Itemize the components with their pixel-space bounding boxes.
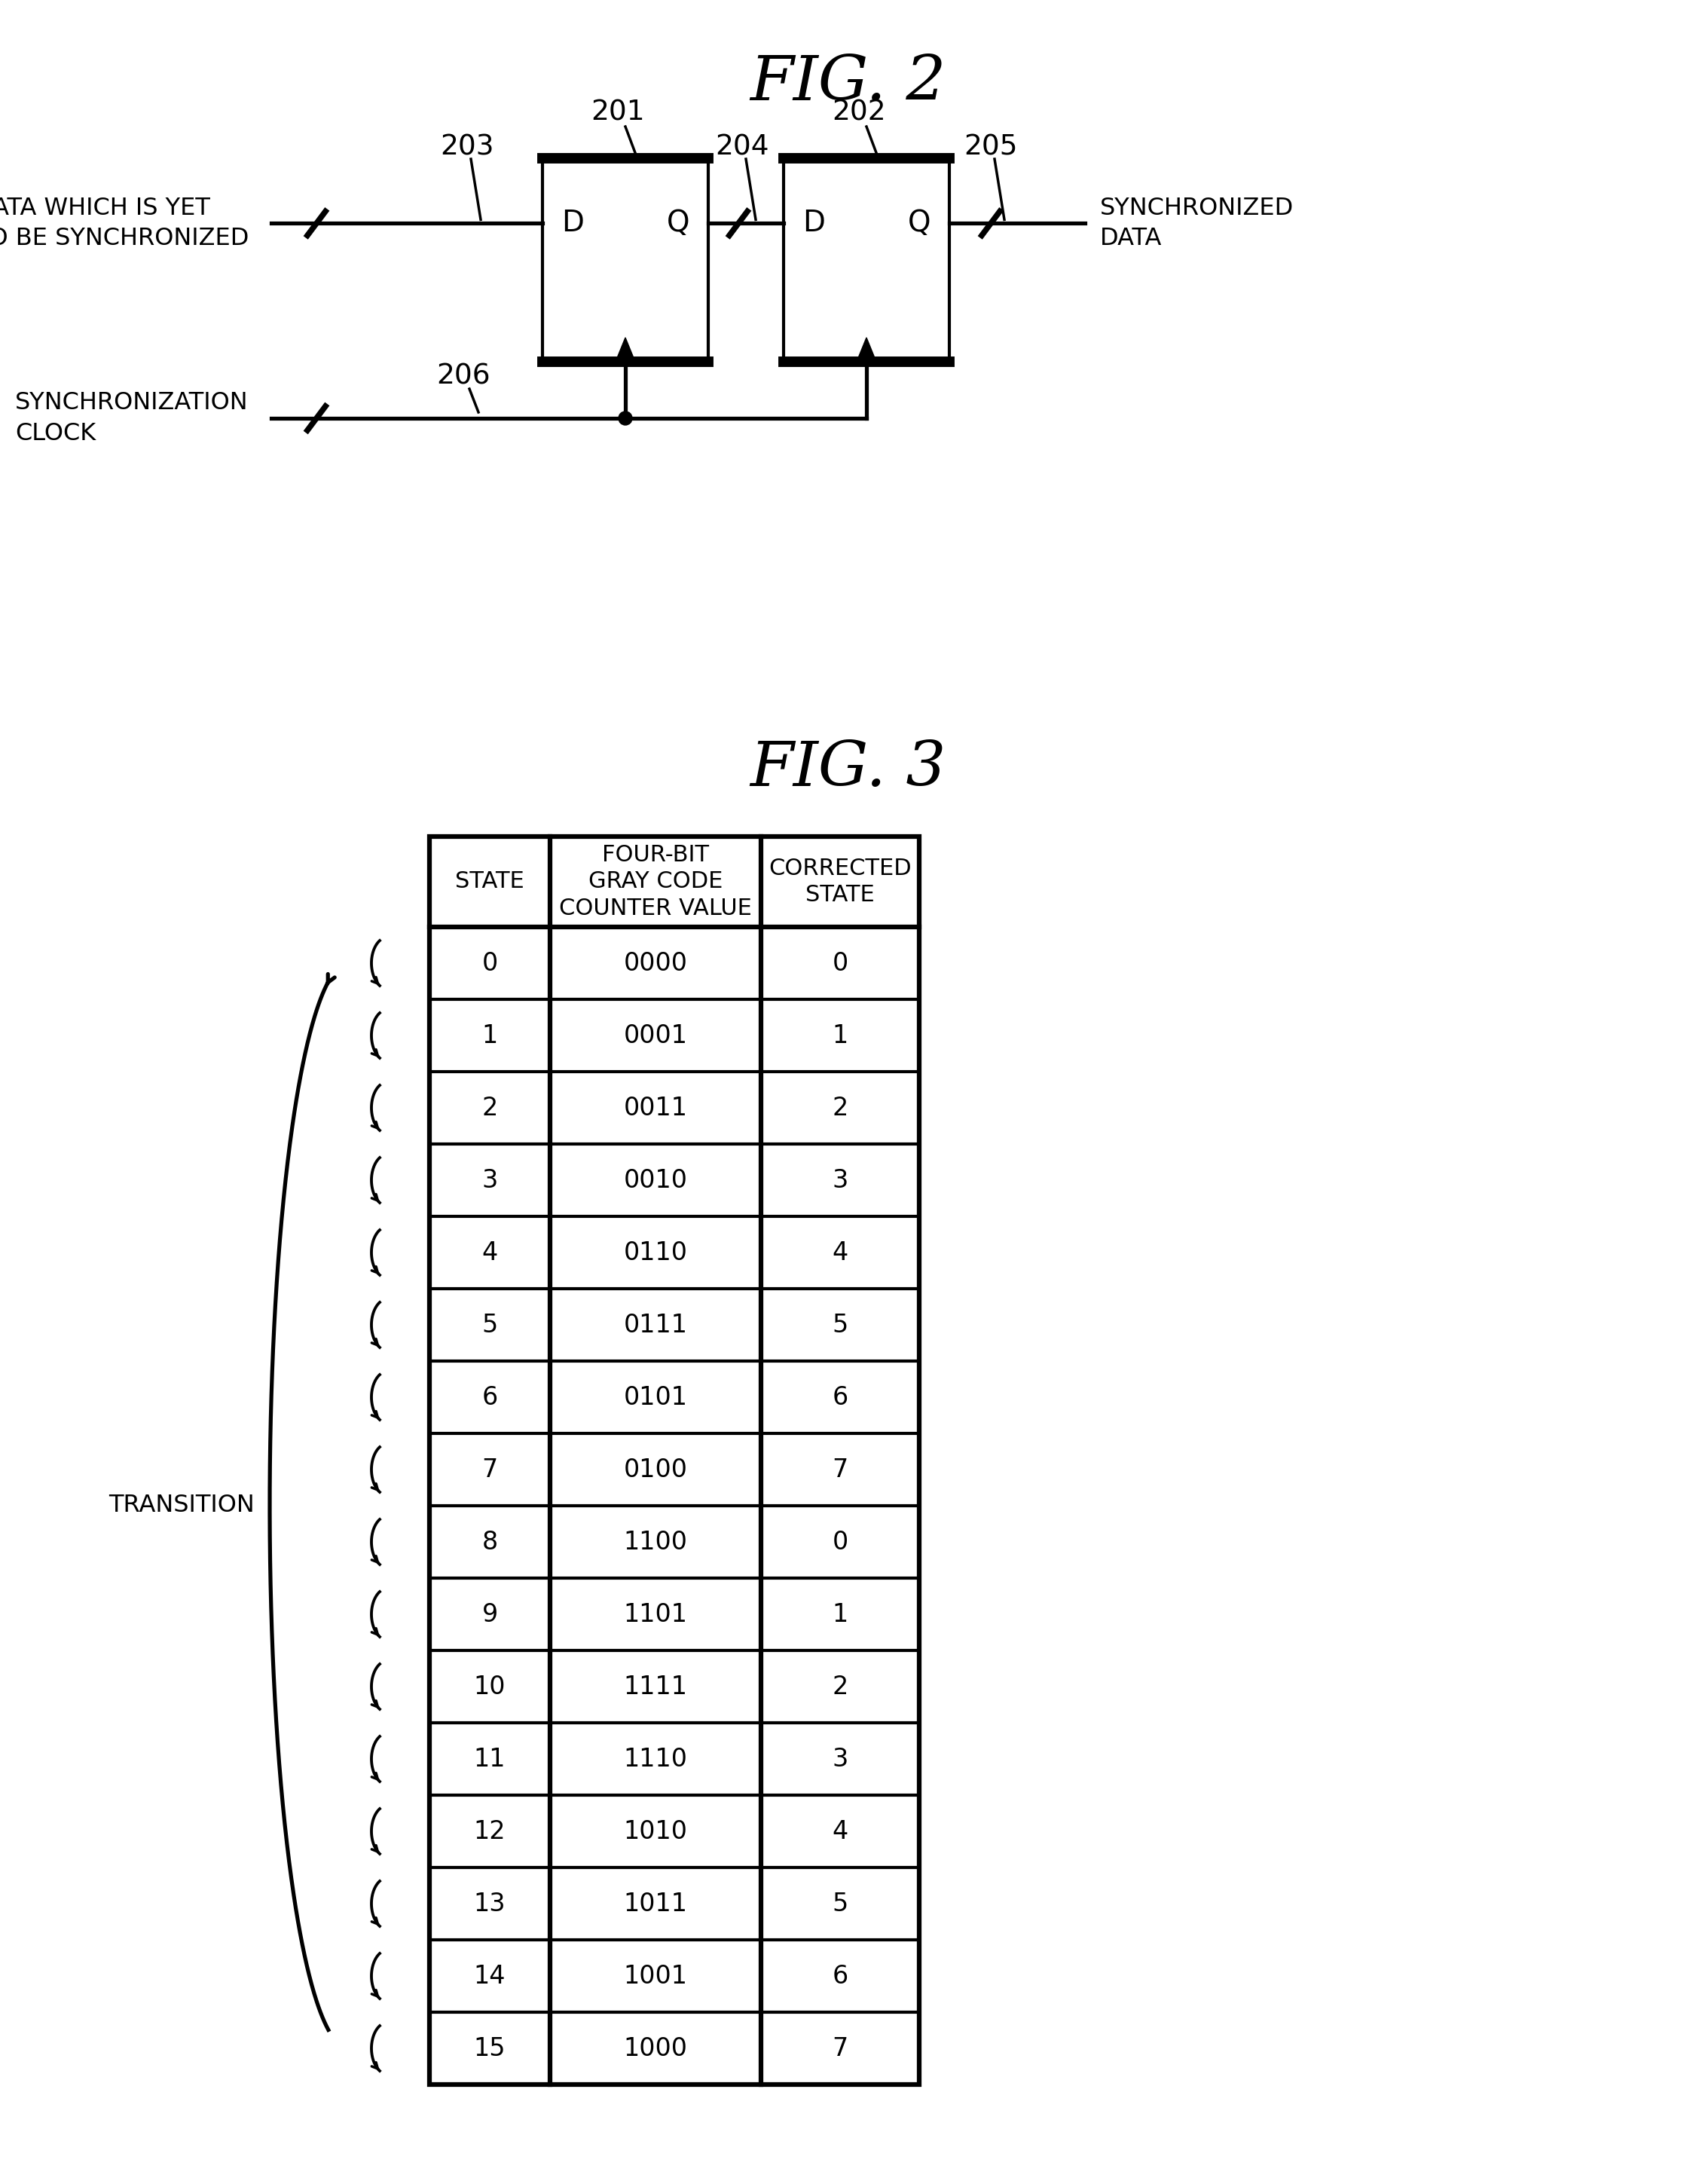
Bar	[784, 157, 950, 363]
Text: 5: 5	[833, 1313, 848, 1337]
Text: 201: 201	[590, 100, 644, 127]
Text: 12: 12	[473, 1819, 505, 1843]
Text: Q: Q	[667, 210, 690, 238]
Text: 0010: 0010	[624, 1168, 687, 1192]
Text: 0110: 0110	[624, 1241, 687, 1265]
Text: D: D	[561, 210, 583, 238]
Text: 10: 10	[473, 1675, 505, 1699]
Text: 14: 14	[473, 1963, 505, 1987]
Text: 0101: 0101	[624, 1385, 687, 1409]
Polygon shape	[856, 339, 877, 363]
Text: 13: 13	[473, 1891, 505, 1915]
Text: 0011: 0011	[624, 1096, 687, 1120]
Text: 0100: 0100	[624, 1457, 687, 1483]
Text: 7: 7	[833, 1457, 848, 1483]
Text: 2: 2	[482, 1096, 499, 1120]
Text: 1011: 1011	[624, 1891, 687, 1915]
Text: 0001: 0001	[624, 1022, 687, 1048]
Text: 0: 0	[833, 950, 848, 976]
Text: SYNCHRONIZATION
CLOCK: SYNCHRONIZATION CLOCK	[15, 391, 249, 446]
Text: 0000: 0000	[624, 950, 687, 976]
Text: 2: 2	[833, 1675, 848, 1699]
Text: 204: 204	[716, 133, 768, 159]
Bar	[429, 836, 919, 2084]
Text: FIG. 2: FIG. 2	[750, 52, 946, 114]
Text: TRANSITION: TRANSITION	[109, 1494, 254, 1518]
Polygon shape	[616, 339, 636, 363]
Text: 206: 206	[436, 363, 490, 391]
Text: STATE: STATE	[455, 871, 524, 893]
Text: 3: 3	[482, 1168, 497, 1192]
Text: 4: 4	[833, 1241, 848, 1265]
Text: 4: 4	[482, 1241, 497, 1265]
Text: 3: 3	[833, 1168, 848, 1192]
Text: 202: 202	[833, 100, 885, 127]
Text: 15: 15	[473, 2035, 505, 2062]
Text: 203: 203	[441, 133, 494, 159]
Text: 3: 3	[833, 1747, 848, 1771]
Text: 8: 8	[482, 1529, 497, 1555]
Text: CORRECTED
STATE: CORRECTED STATE	[768, 858, 911, 906]
Text: 1: 1	[833, 1601, 848, 1627]
Text: 0111: 0111	[624, 1313, 687, 1337]
Text: 1110: 1110	[624, 1747, 687, 1771]
Text: 1010: 1010	[624, 1819, 687, 1843]
Text: 6: 6	[833, 1963, 848, 1987]
Text: 6: 6	[482, 1385, 497, 1409]
Text: 0: 0	[482, 950, 497, 976]
Circle shape	[619, 411, 633, 426]
Text: 4: 4	[833, 1819, 848, 1843]
Text: 5: 5	[833, 1891, 848, 1915]
Text: 11: 11	[473, 1747, 505, 1771]
Bar	[543, 157, 709, 363]
Text: 1: 1	[482, 1022, 497, 1048]
Text: DATA WHICH IS YET
TO BE SYNCHRONIZED: DATA WHICH IS YET TO BE SYNCHRONIZED	[0, 197, 249, 251]
Text: 1000: 1000	[624, 2035, 687, 2062]
Text: 1111: 1111	[624, 1675, 687, 1699]
Text: Q: Q	[907, 210, 931, 238]
Text: 6: 6	[833, 1385, 848, 1409]
Text: 1: 1	[833, 1022, 848, 1048]
Text: FIG. 3: FIG. 3	[750, 738, 946, 799]
Text: 1101: 1101	[624, 1601, 687, 1627]
Text: FOUR-BIT
GRAY CODE
COUNTER VALUE: FOUR-BIT GRAY CODE COUNTER VALUE	[560, 843, 751, 919]
Text: 205: 205	[963, 133, 1018, 159]
Text: 9: 9	[482, 1601, 497, 1627]
Text: 2: 2	[833, 1096, 848, 1120]
Text: D: D	[802, 210, 824, 238]
Text: SYNCHRONIZED
DATA: SYNCHRONIZED DATA	[1101, 197, 1294, 251]
Text: 5: 5	[482, 1313, 497, 1337]
Text: 7: 7	[833, 2035, 848, 2062]
Text: 1100: 1100	[624, 1529, 687, 1555]
Text: 0: 0	[833, 1529, 848, 1555]
Text: 7: 7	[482, 1457, 497, 1483]
Text: 1001: 1001	[624, 1963, 687, 1987]
